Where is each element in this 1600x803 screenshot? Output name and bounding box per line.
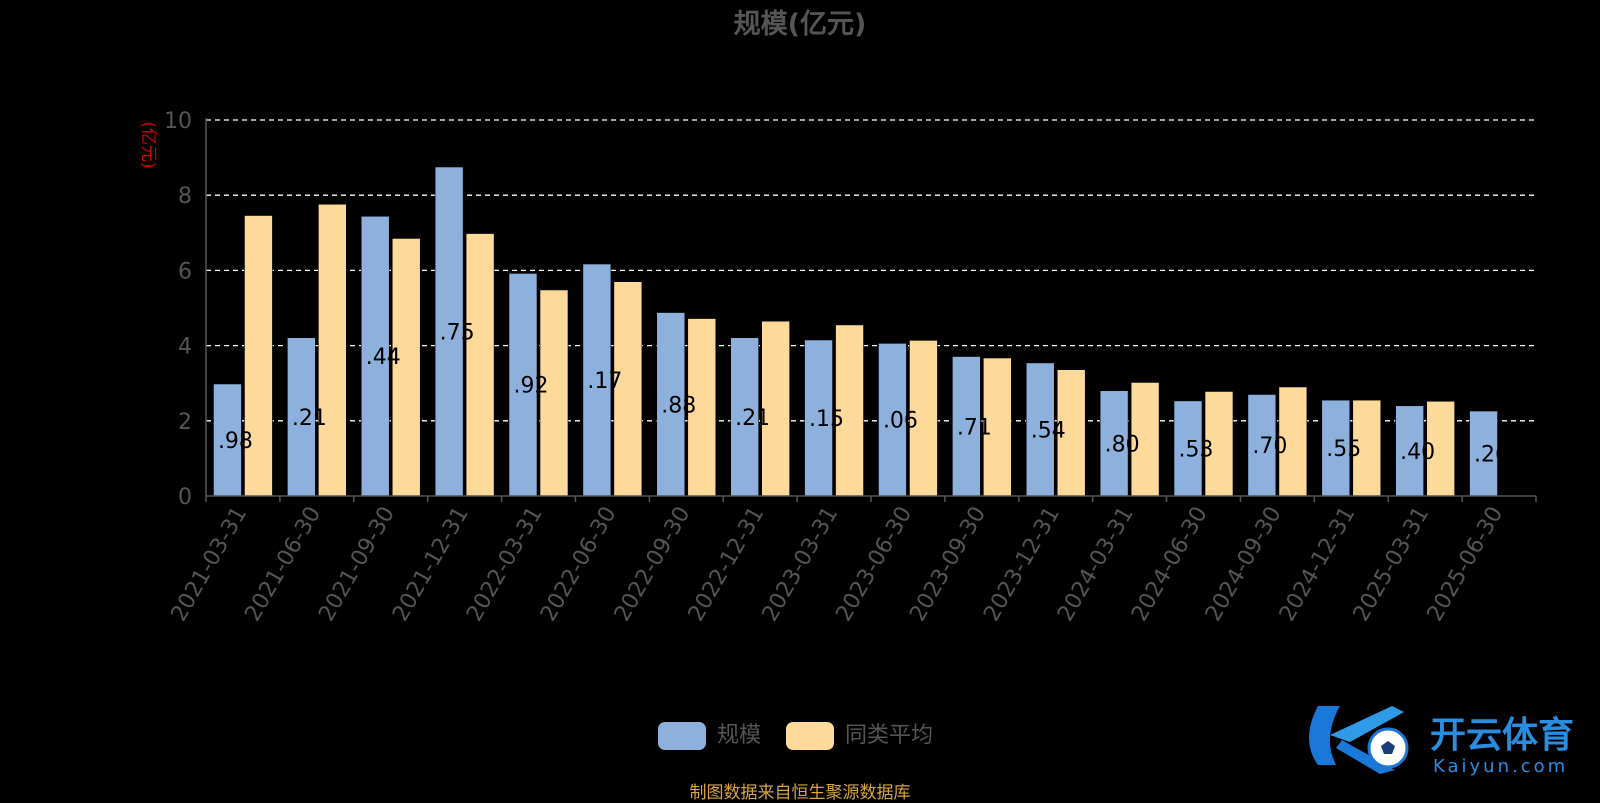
- x-tick-label: 2024-09-30: [1201, 503, 1287, 626]
- bar-scale: [1173, 400, 1203, 497]
- y-tick-label: 4: [178, 335, 192, 360]
- data-label: .70: [1252, 434, 1287, 459]
- bar-scale: [1395, 405, 1424, 497]
- bar-average: [1056, 369, 1086, 497]
- data-label: .44: [366, 345, 401, 370]
- data-label: .98: [218, 429, 253, 454]
- x-tick-label: 2024-12-31: [1275, 503, 1361, 626]
- bar-average: [1130, 382, 1160, 497]
- soccer-ball-logo-icon: [1309, 706, 1409, 774]
- bar-scale: [287, 337, 316, 497]
- legend-label-scale[interactable]: 规模: [717, 723, 761, 748]
- bar-average: [539, 289, 569, 497]
- x-tick-label: 2022-06-30: [536, 503, 622, 626]
- y-tick-label: 10: [164, 109, 192, 134]
- data-label: .71: [957, 415, 992, 440]
- bar-average: [687, 318, 717, 497]
- y-tick-label: 0: [178, 485, 192, 510]
- bar-scale: [508, 273, 538, 497]
- legend-label-average[interactable]: 同类平均: [845, 723, 933, 748]
- x-tick-label: 2023-12-31: [979, 503, 1065, 626]
- x-tick-label: 2024-06-30: [1127, 503, 1213, 626]
- bar-scale: [730, 337, 759, 497]
- x-tick-label: 2023-03-31: [758, 503, 844, 626]
- source-note: 制图数据来自恒生聚源数据库: [689, 783, 911, 803]
- bar-scale: [582, 263, 612, 497]
- bar-average: [761, 320, 790, 497]
- legend-swatch-scale[interactable]: [658, 722, 706, 750]
- watermark-brand-cn: 开云体育: [1430, 715, 1574, 756]
- x-tick-label: 2024-03-31: [1053, 503, 1139, 626]
- x-tick-label: 2025-03-31: [1349, 503, 1435, 626]
- legend[interactable]: 规模 同类平均: [658, 722, 933, 750]
- data-label: .21: [735, 406, 770, 431]
- bar-average: [391, 238, 421, 497]
- y-axis: 0 2 4 6 8 10: [164, 109, 192, 510]
- bar-scale: [952, 356, 981, 497]
- data-label: .21: [292, 406, 327, 431]
- data-label: .26: [1474, 443, 1509, 468]
- y-axis-label: (亿元): [138, 121, 158, 168]
- watermark-brand-en: Kaiyun.com: [1433, 756, 1568, 777]
- grid-lines: [206, 119, 1536, 422]
- data-label: .06: [883, 409, 918, 434]
- bar-scale: [878, 343, 907, 497]
- data-label: .80: [1105, 432, 1140, 457]
- y-tick-label: 8: [178, 184, 192, 209]
- x-tick-label: 2023-06-30: [832, 503, 918, 626]
- bars: [213, 166, 1498, 497]
- data-label: .17: [587, 369, 622, 394]
- data-labels: .98 .21 .44 .75 .92 .17 .88 .21 .15 .06 .71 .54 .80.…: [218, 321, 1509, 468]
- bar-average: [318, 203, 347, 497]
- x-tick-label: 2022-09-30: [610, 503, 696, 626]
- bar-scale: [360, 215, 390, 497]
- x-tick-label: 2022-12-31: [684, 503, 770, 626]
- chart-title: 规模(亿元): [734, 9, 867, 40]
- data-label: .54: [1031, 418, 1066, 443]
- legend-swatch-average[interactable]: [786, 722, 834, 750]
- bar-scale: [213, 383, 242, 497]
- data-label: .53: [1179, 437, 1214, 462]
- bar-scale: [656, 312, 686, 497]
- data-label: .88: [661, 393, 696, 418]
- bar-average: [465, 233, 495, 497]
- y-tick-label: 6: [178, 259, 192, 284]
- bar-scale: [1321, 399, 1351, 497]
- bar-scale: [804, 339, 833, 497]
- x-tick-label: 2021-06-30: [240, 503, 326, 626]
- data-label: .92: [514, 374, 549, 399]
- x-tick-label: 2021-03-31: [167, 503, 253, 626]
- x-tick-label: 2023-09-30: [905, 502, 991, 625]
- x-tick-label: 2025-06-30: [1423, 503, 1509, 626]
- watermark: 开云体育 Kaiyun.com: [1309, 706, 1574, 777]
- data-label: .55: [1326, 437, 1361, 462]
- data-label: .40: [1400, 440, 1435, 465]
- bar-scale: [1099, 390, 1129, 497]
- bar-average: [983, 357, 1012, 497]
- bar-scale: [1469, 410, 1498, 497]
- data-label: .75: [440, 321, 475, 346]
- bar-average: [1426, 400, 1455, 497]
- bar-average: [1278, 386, 1308, 497]
- x-tick-label: 2022-03-31: [462, 503, 548, 626]
- data-label: .15: [809, 407, 844, 432]
- x-tick-label: 2021-09-30: [314, 503, 400, 626]
- bar-scale: [1025, 362, 1055, 497]
- bar-scale: [434, 166, 464, 497]
- bar-average: [909, 340, 938, 497]
- y-tick-label: 2: [178, 410, 192, 435]
- bar-average: [835, 324, 864, 497]
- bar-average: [1204, 391, 1234, 497]
- bar-scale: [1247, 394, 1277, 497]
- x-tick-label: 2021-12-31: [388, 502, 474, 625]
